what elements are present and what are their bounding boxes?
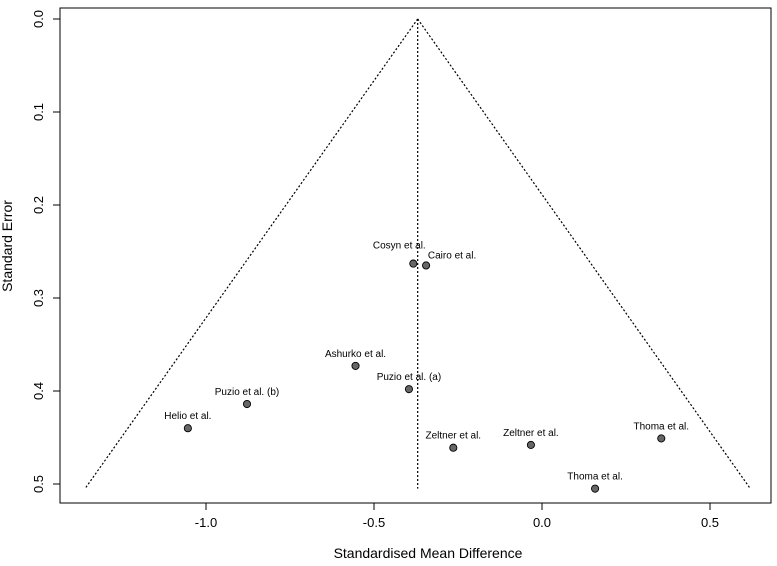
- study-point: [591, 484, 600, 493]
- y-tick-label: 0.1: [31, 103, 46, 121]
- study-label: Zeltner et al.: [425, 431, 481, 442]
- x-axis-title: Standardised Mean Difference: [334, 545, 523, 561]
- funnel-left-line: [84, 18, 419, 489]
- study-point: [404, 385, 413, 394]
- y-tick-label: 0.3: [31, 289, 46, 307]
- study-label: Puzio et al. (a): [377, 372, 441, 383]
- y-axis: 0.0 0.1 0.2 0.3 0.4 0.5: [31, 10, 60, 493]
- study-label: Thoma et al.: [567, 472, 623, 483]
- study-point: [409, 259, 418, 268]
- y-axis-title: Standard Error: [0, 200, 15, 292]
- study-point: [242, 399, 252, 409]
- study-point: [449, 443, 458, 452]
- data-points: Cosyn et al.Cairo et al. Ashurko et al. Pu…: [164, 241, 689, 493]
- x-tick-label: 0.0: [533, 515, 551, 530]
- study-label: Ashurko et al.: [325, 349, 386, 360]
- study-point: [526, 440, 535, 449]
- x-axis: -1.0 -0.5 0.0 0.5: [195, 503, 719, 530]
- study-label: Zeltner et al.: [503, 428, 559, 439]
- y-tick-label: 0.4: [31, 382, 46, 400]
- study-point: [657, 434, 666, 443]
- study-label: Cosyn et al.: [373, 241, 426, 252]
- study-label: Thoma et al.: [633, 421, 689, 432]
- plot-frame: [59, 7, 772, 504]
- study-label: Cairo et al.: [428, 250, 476, 261]
- study-label: Helio et al.: [164, 411, 211, 422]
- y-tick-label: 0.0: [31, 10, 46, 28]
- study-point: [183, 424, 192, 433]
- x-tick-label: 0.5: [701, 515, 719, 530]
- x-tick-label: -1.0: [195, 515, 217, 530]
- study-point: [351, 361, 360, 370]
- study-label: Puzio et al. (b): [215, 387, 279, 398]
- y-tick-label: 0.5: [31, 475, 46, 493]
- y-tick-label: 0.2: [31, 196, 46, 214]
- study-point: [422, 261, 431, 270]
- x-tick-label: -0.5: [363, 515, 385, 530]
